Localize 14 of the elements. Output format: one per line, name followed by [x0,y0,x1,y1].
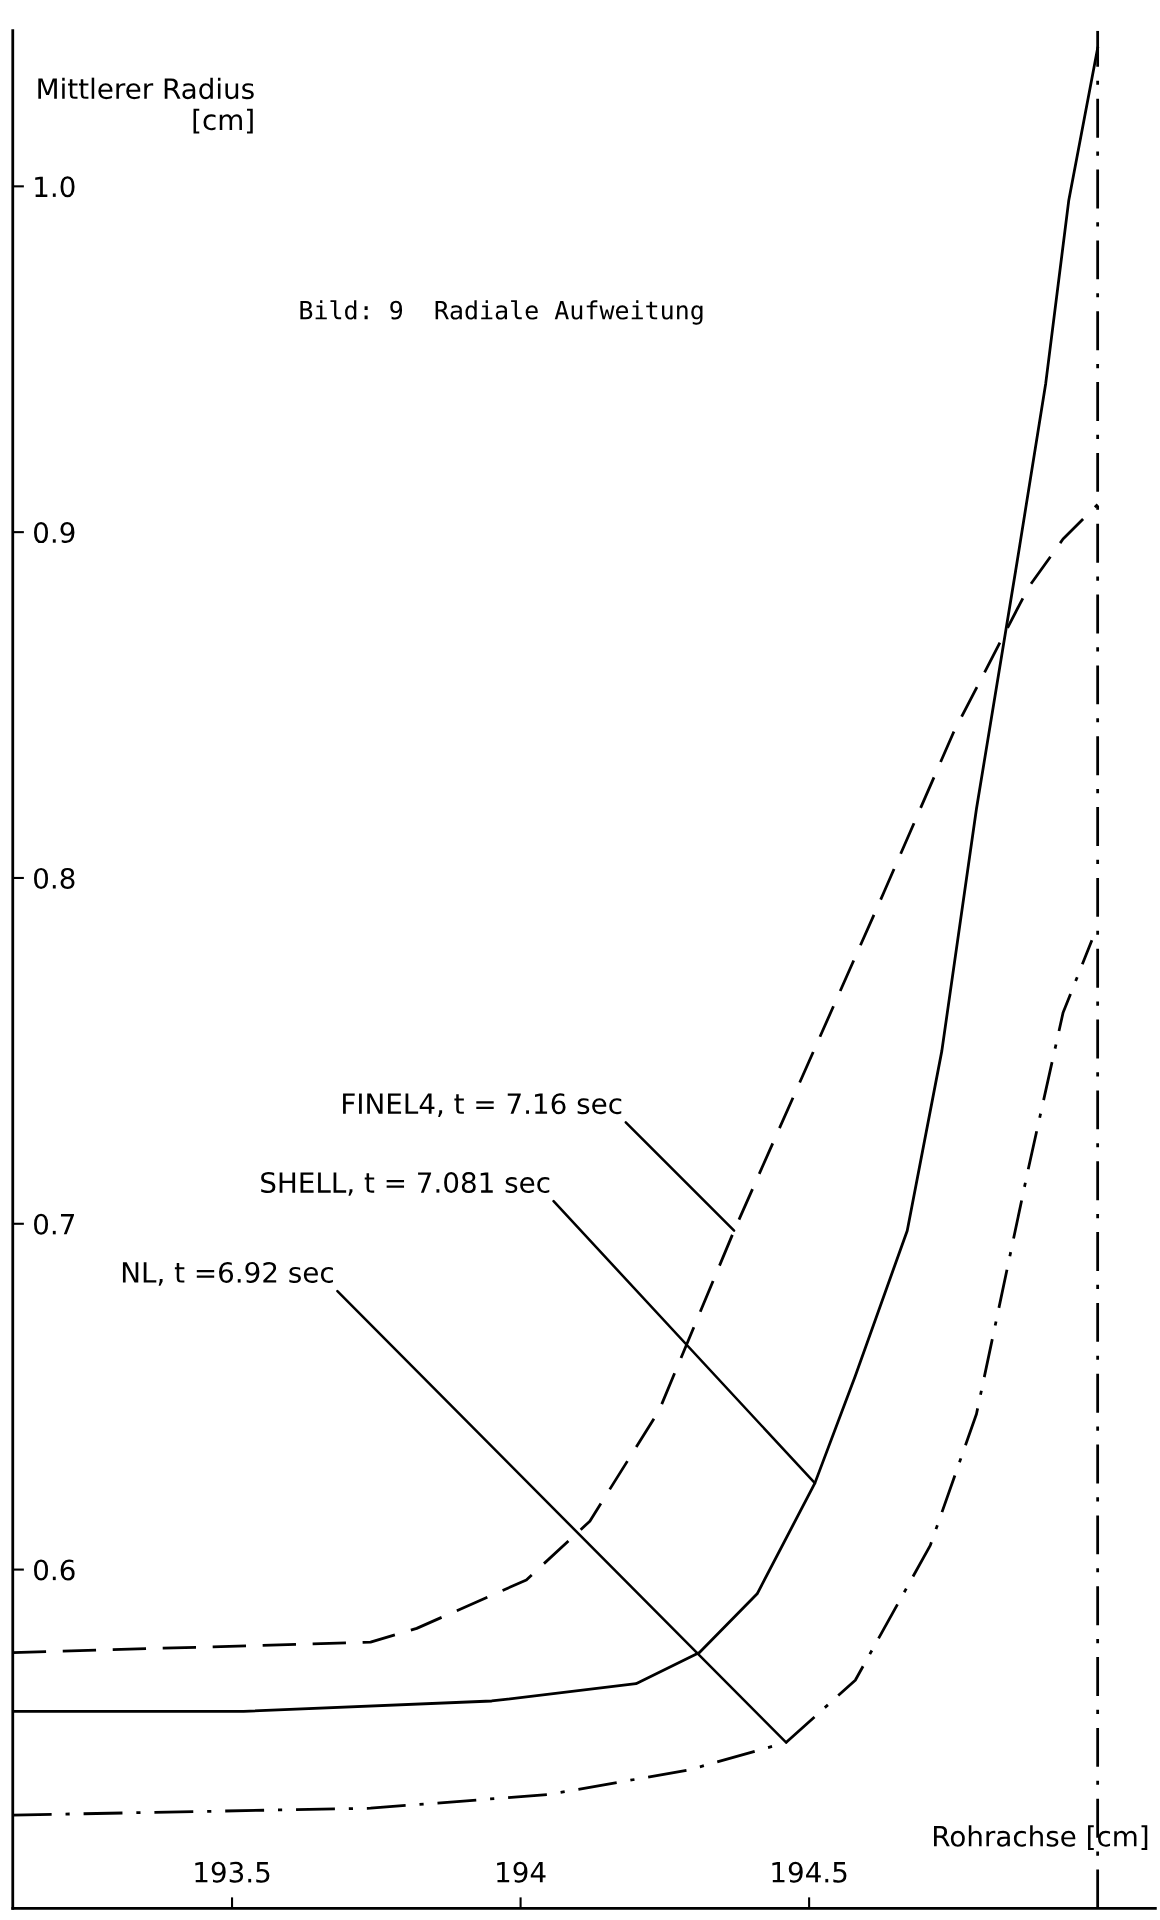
y-tick-label: 0.7 [34,1213,75,1235]
y-tick-label: 1.0 [35,176,75,198]
annotation: NL, t =6.92 sec [122,1261,333,1286]
y-tick-label: 0.6 [34,1559,75,1581]
x-tick-label: 194 [497,1861,546,1883]
text: Bild: 9 Radiale Aufweitung [300,300,703,325]
x-tick-label: 193.5 [195,1861,270,1883]
x-axis-title: Rohrachse [cm] [934,1825,1148,1851]
x-tick-label: 194.5 [772,1861,847,1883]
y-tick-label: 0.9 [34,522,75,544]
y-axis-title: Mittlerer Radius [cm] [38,77,254,134]
annotation: SHELL, t = 7.081 sec [261,1172,550,1196]
y-tick-label: 0.8 [34,867,75,889]
annotation: FINEL4, t = 7.16 sec [343,1093,622,1118]
